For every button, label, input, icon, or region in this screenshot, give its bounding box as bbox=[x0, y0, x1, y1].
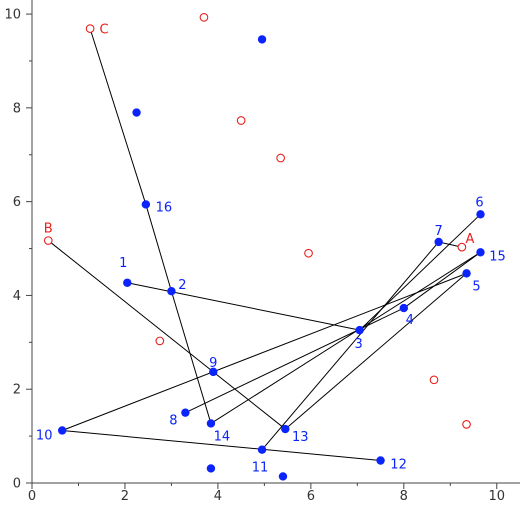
blue-point bbox=[123, 278, 132, 287]
blue-point bbox=[58, 426, 67, 435]
tour-line bbox=[261, 241, 440, 451]
point-label: 13 bbox=[292, 430, 309, 445]
point-label: 6 bbox=[475, 195, 483, 210]
red-point bbox=[155, 336, 165, 346]
point-label: B bbox=[44, 222, 53, 237]
blue-point bbox=[355, 325, 364, 335]
blue-point bbox=[376, 456, 385, 465]
blue-point bbox=[257, 445, 267, 454]
red-point bbox=[85, 24, 95, 33]
point-label: 11 bbox=[252, 461, 269, 476]
point-label: 10 bbox=[36, 428, 53, 443]
tour-line bbox=[359, 213, 481, 331]
point-label: 14 bbox=[214, 429, 231, 444]
tour-line bbox=[185, 307, 405, 414]
red-point bbox=[304, 248, 313, 258]
y-tick-label: 8 bbox=[13, 101, 21, 116]
point-label: 12 bbox=[390, 457, 407, 472]
blue-point bbox=[206, 464, 216, 473]
point-label: 1 bbox=[119, 256, 127, 271]
red-point bbox=[236, 116, 246, 125]
tour-line bbox=[210, 251, 481, 424]
point-label: 7 bbox=[435, 224, 443, 239]
tour-line bbox=[403, 251, 481, 309]
y-tick-label: 6 bbox=[13, 195, 21, 210]
point-label: C bbox=[100, 23, 109, 38]
blue-point bbox=[209, 367, 218, 377]
blue-point bbox=[141, 200, 151, 209]
blue-point bbox=[257, 35, 267, 44]
blue-point bbox=[206, 419, 216, 428]
x-tick-label: 10 bbox=[488, 489, 505, 504]
y-tick-label: 4 bbox=[13, 289, 21, 304]
blue-point bbox=[132, 108, 141, 117]
blue-point bbox=[476, 210, 485, 219]
red-point bbox=[457, 242, 467, 252]
blue-point bbox=[399, 303, 409, 313]
axes: 0 2 4 6 8 10 0 2 4 6 8 10 bbox=[4, 0, 520, 504]
x-tick-label: 2 bbox=[121, 489, 129, 504]
point-label: 4 bbox=[406, 313, 414, 328]
y-tick-label: 2 bbox=[13, 383, 21, 398]
red-point bbox=[276, 153, 285, 163]
point-label: 15 bbox=[489, 249, 506, 264]
x-tick-label: 4 bbox=[214, 489, 222, 504]
x-tick-label: 0 bbox=[28, 489, 36, 504]
y-tick-label: 10 bbox=[4, 8, 21, 23]
tour-line bbox=[62, 272, 467, 431]
point-label: A bbox=[465, 232, 474, 247]
tour-lines bbox=[47, 28, 481, 461]
tour-line bbox=[284, 273, 467, 430]
tour-line bbox=[127, 282, 360, 331]
blue-point bbox=[476, 248, 485, 257]
red-point bbox=[199, 13, 209, 22]
tour-line bbox=[62, 429, 381, 461]
point-label: 16 bbox=[156, 200, 173, 215]
blue-point bbox=[278, 472, 288, 481]
blue-point bbox=[181, 408, 190, 417]
y-tick-label: 0 bbox=[13, 477, 21, 492]
point-label: 3 bbox=[355, 337, 363, 352]
tour-line bbox=[89, 28, 212, 424]
red-point bbox=[429, 375, 439, 385]
point-label: 8 bbox=[169, 414, 177, 429]
red-point bbox=[43, 236, 53, 245]
x-tick-label: 6 bbox=[307, 489, 315, 504]
blue-point bbox=[462, 269, 471, 278]
tour-line bbox=[47, 240, 286, 430]
blue-point bbox=[281, 424, 290, 434]
point-label: 9 bbox=[209, 356, 217, 371]
point-label: 5 bbox=[472, 279, 480, 294]
point-label: 2 bbox=[178, 278, 186, 293]
red-point bbox=[462, 420, 471, 429]
data-points bbox=[43, 13, 485, 481]
x-tick-label: 8 bbox=[400, 489, 408, 504]
blue-point bbox=[167, 287, 176, 296]
blue-point bbox=[434, 237, 443, 247]
